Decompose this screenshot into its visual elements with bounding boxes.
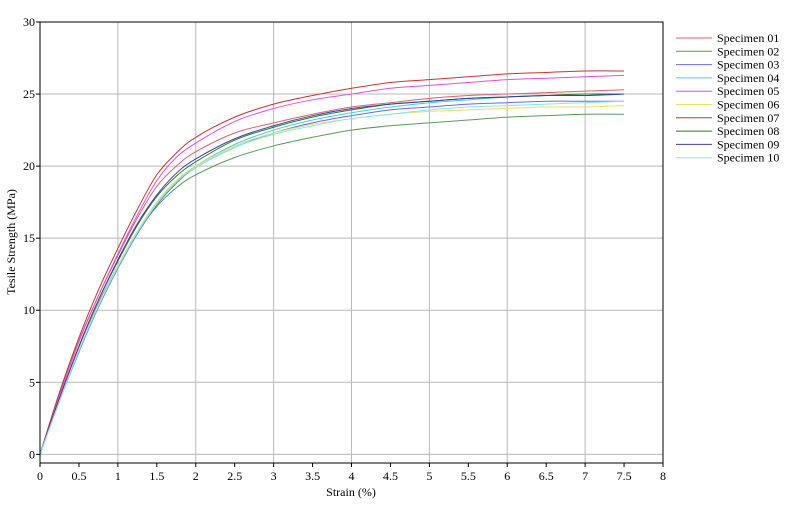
- y-axis: 0 5 10 15 20 25 30: [23, 15, 40, 461]
- legend-label-specimen-01: Specimen 01: [717, 31, 779, 45]
- legend-label-specimen-08: Specimen 08: [717, 124, 779, 138]
- x-tick-label: 6: [504, 469, 510, 483]
- x-axis: 0 0.5 1 1.5 2 2.5 3 3.5 4 4.5 5 5.5 6 6.5 7 7.5 8: [37, 463, 666, 483]
- x-tick-label: 2.5: [227, 469, 242, 483]
- legend-label-specimen-10: Specimen 10: [717, 151, 779, 165]
- y-tick-label: 30: [23, 15, 35, 29]
- grid-lines: [40, 22, 663, 463]
- y-tick-label: 10: [23, 303, 35, 317]
- series-line-specimen-10: [39, 100, 625, 455]
- series-line-specimen-03: [39, 100, 625, 455]
- series-line-specimen-02: [39, 113, 625, 455]
- x-tick-label: 4: [349, 469, 355, 483]
- x-tick-label: 7.5: [617, 469, 632, 483]
- series-line-specimen-09: [39, 93, 625, 455]
- x-tick-label: 7: [582, 469, 588, 483]
- y-tick-label: 25: [23, 87, 35, 101]
- series-line-specimen-05: [39, 74, 625, 455]
- legend-label-specimen-04: Specimen 04: [717, 71, 779, 85]
- y-tick-label: 15: [23, 231, 35, 245]
- legend-label-specimen-05: Specimen 05: [717, 84, 779, 98]
- y-axis-title: Tesile Strength (MPa): [4, 189, 18, 295]
- legend-label-specimen-03: Specimen 03: [717, 58, 779, 72]
- legend-label-specimen-02: Specimen 02: [717, 44, 779, 58]
- x-tick-label: 1: [115, 469, 121, 483]
- x-tick-label: 4.5: [383, 469, 398, 483]
- x-tick-label: 3: [271, 469, 277, 483]
- legend-label-specimen-09: Specimen 09: [717, 137, 779, 151]
- x-axis-title: Strain (%): [326, 485, 376, 499]
- y-tick-label: 0: [29, 447, 35, 461]
- x-tick-label: 8: [660, 469, 666, 483]
- y-tick-label: 20: [23, 159, 35, 173]
- x-tick-label: 5.5: [461, 469, 476, 483]
- x-tick-label: 0: [37, 469, 43, 483]
- x-tick-label: 2: [193, 469, 199, 483]
- series-line-specimen-07: [39, 70, 625, 455]
- x-tick-label: 0.5: [71, 469, 86, 483]
- x-tick-label: 6.5: [539, 469, 554, 483]
- series-line-specimen-06: [39, 105, 625, 455]
- y-tick-label: 5: [29, 375, 35, 389]
- series-lines: [39, 70, 625, 455]
- x-tick-label: 1.5: [149, 469, 164, 483]
- legend-label-specimen-06: Specimen 06: [717, 98, 779, 112]
- x-tick-label: 5: [426, 469, 432, 483]
- legend-label-specimen-07: Specimen 07: [717, 111, 779, 125]
- x-tick-label: 3.5: [305, 469, 320, 483]
